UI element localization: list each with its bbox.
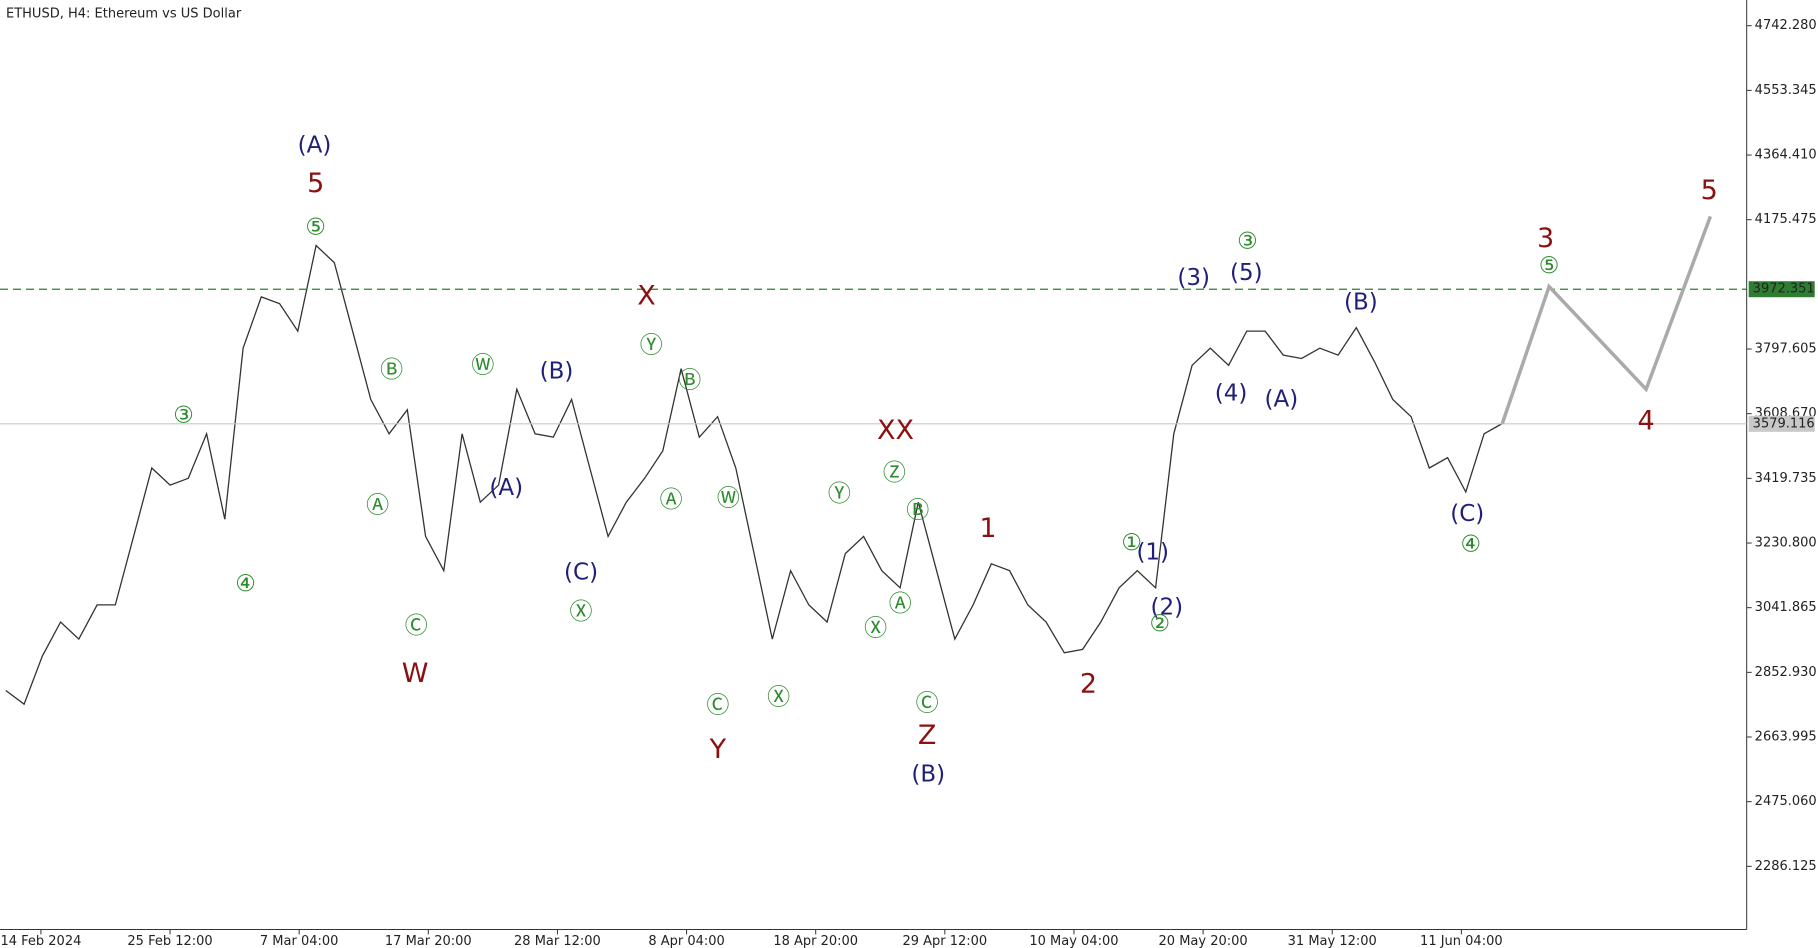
wave-label: ③ — [1237, 229, 1258, 255]
wave-label: (2) — [1150, 594, 1183, 620]
wave-label: (B) — [911, 762, 945, 788]
wave-label: XX — [877, 415, 914, 446]
wave-label: Ⓑ — [678, 368, 701, 394]
wave-label: Ⓧ — [767, 684, 790, 710]
x-tick-label: 8 Apr 04:00 — [648, 934, 725, 948]
x-tick-label: 28 Mar 12:00 — [514, 934, 601, 948]
wave-label: ① — [1121, 530, 1142, 556]
wave-label: Ⓐ — [889, 591, 912, 617]
wave-label: (C) — [1450, 501, 1484, 527]
wave-label: Ⓦ — [717, 486, 740, 512]
wave-label: Ⓨ — [828, 481, 851, 507]
y-tick-label: 4175.475 — [1755, 212, 1817, 227]
wave-label: Ⓒ — [916, 690, 939, 716]
wave-label: Ⓒ — [405, 613, 428, 639]
x-tick-label: 11 Jun 04:00 — [1420, 934, 1503, 948]
wave-label: 4 — [1638, 406, 1655, 437]
y-tick-label: 3797.605 — [1755, 342, 1817, 357]
x-tick-label: 25 Feb 12:00 — [127, 934, 212, 948]
wave-label: ⑤ — [1539, 253, 1560, 279]
wave-label: (4) — [1215, 380, 1248, 406]
wave-label: Ⓐ — [660, 487, 683, 513]
wave-label: Ⓦ — [471, 352, 494, 378]
y-tick-label: 4742.280 — [1755, 18, 1817, 33]
wave-label: (A) — [489, 475, 523, 501]
x-tick-label: 17 Mar 20:00 — [385, 934, 472, 948]
y-tick-label: 4553.345 — [1755, 83, 1817, 98]
price-level-label: 3579.116 — [1753, 416, 1815, 431]
y-tick-label: 3041.865 — [1755, 600, 1817, 615]
wave-label: (B) — [540, 358, 574, 384]
wave-label: Ⓐ — [366, 493, 389, 519]
wave-label: X — [637, 280, 656, 311]
wave-label: Ⓑ — [380, 357, 403, 383]
price-level-box — [1748, 281, 1815, 298]
wave-label: Y — [709, 734, 727, 765]
projection-line — [1500, 215, 1713, 425]
wave-label: Ⓧ — [864, 615, 887, 641]
wave-label: (5) — [1230, 260, 1263, 286]
y-tick-label: 4364.410 — [1755, 148, 1817, 163]
y-tick-label: 3419.735 — [1755, 471, 1817, 486]
y-tick-label: 3230.800 — [1755, 536, 1817, 551]
wave-label: 3 — [1537, 223, 1554, 254]
wave-label: 1 — [979, 513, 996, 544]
x-tick-label: 18 Apr 20:00 — [773, 934, 858, 948]
price-level-box — [1748, 415, 1815, 432]
wave-label: Ⓑ — [906, 497, 929, 523]
x-tick-label: 14 Feb 2024 — [0, 934, 81, 948]
wave-label: (1) — [1136, 539, 1169, 565]
wave-label: 5 — [307, 168, 324, 199]
wave-label: ③ — [173, 403, 194, 429]
chart-title: ETHUSD, H4: Ethereum vs US Dollar — [6, 7, 242, 22]
wave-label: Z — [918, 720, 937, 751]
price-level-label: 3972.351 — [1753, 282, 1815, 297]
wave-label: ④ — [235, 571, 256, 597]
wave-label: 2 — [1080, 669, 1097, 700]
y-tick-label: 2852.930 — [1755, 665, 1817, 680]
x-tick-label: 20 May 20:00 — [1159, 934, 1248, 948]
y-tick-label: 2475.060 — [1755, 794, 1817, 809]
wave-label: ② — [1149, 611, 1170, 637]
wave-label: ⑤ — [305, 214, 326, 240]
wave-label: (3) — [1177, 265, 1210, 291]
wave-label: Ⓧ — [570, 599, 593, 625]
x-tick-label: 10 May 04:00 — [1029, 934, 1118, 948]
x-tick-label: 29 Apr 12:00 — [902, 934, 987, 948]
wave-label: Ⓒ — [706, 693, 729, 719]
wave-label: (A) — [298, 133, 332, 159]
wave-label: (B) — [1344, 289, 1378, 315]
x-tick-label: 31 May 12:00 — [1288, 934, 1377, 948]
wave-label: 5 — [1701, 175, 1718, 206]
y-tick-label: 2663.995 — [1755, 730, 1817, 745]
wave-label: (C) — [564, 559, 598, 585]
wave-label: (A) — [1265, 386, 1299, 412]
y-tick-label: 2286.125 — [1755, 859, 1817, 874]
x-tick-label: 7 Mar 04:00 — [260, 934, 339, 948]
wave-label: Ⓨ — [640, 333, 663, 359]
price-line — [5, 244, 1503, 706]
wave-label: ④ — [1460, 531, 1481, 557]
wave-label: Ⓩ — [883, 460, 906, 486]
wave-label: W — [402, 658, 429, 689]
